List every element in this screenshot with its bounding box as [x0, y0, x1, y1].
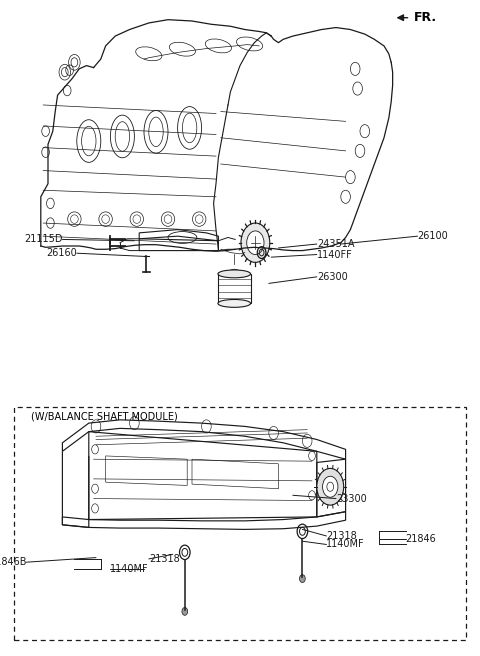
Text: 23300: 23300	[336, 493, 367, 504]
Circle shape	[317, 468, 344, 505]
Text: 26100: 26100	[418, 231, 448, 241]
Text: 26300: 26300	[317, 272, 348, 282]
Circle shape	[182, 607, 188, 615]
Text: 26160: 26160	[46, 248, 77, 258]
Text: FR.: FR.	[414, 11, 437, 24]
Text: 21318: 21318	[149, 554, 180, 564]
Bar	[14, 407, 466, 640]
Ellipse shape	[218, 270, 251, 278]
Text: 24351A: 24351A	[317, 239, 354, 249]
Circle shape	[323, 476, 338, 497]
Circle shape	[247, 231, 264, 255]
Text: 21846B: 21846B	[0, 557, 26, 567]
Circle shape	[241, 223, 270, 262]
Text: 21846: 21846	[406, 534, 436, 544]
Text: 1140FF: 1140FF	[317, 249, 352, 260]
Text: (W/BALANCE SHAFT MODULE): (W/BALANCE SHAFT MODULE)	[31, 412, 178, 422]
Text: 1140MF: 1140MF	[326, 539, 365, 550]
Text: 1140MF: 1140MF	[110, 564, 149, 575]
Ellipse shape	[218, 299, 251, 307]
Text: 21115D: 21115D	[24, 234, 62, 245]
Circle shape	[300, 575, 305, 583]
Text: 21318: 21318	[326, 531, 357, 541]
